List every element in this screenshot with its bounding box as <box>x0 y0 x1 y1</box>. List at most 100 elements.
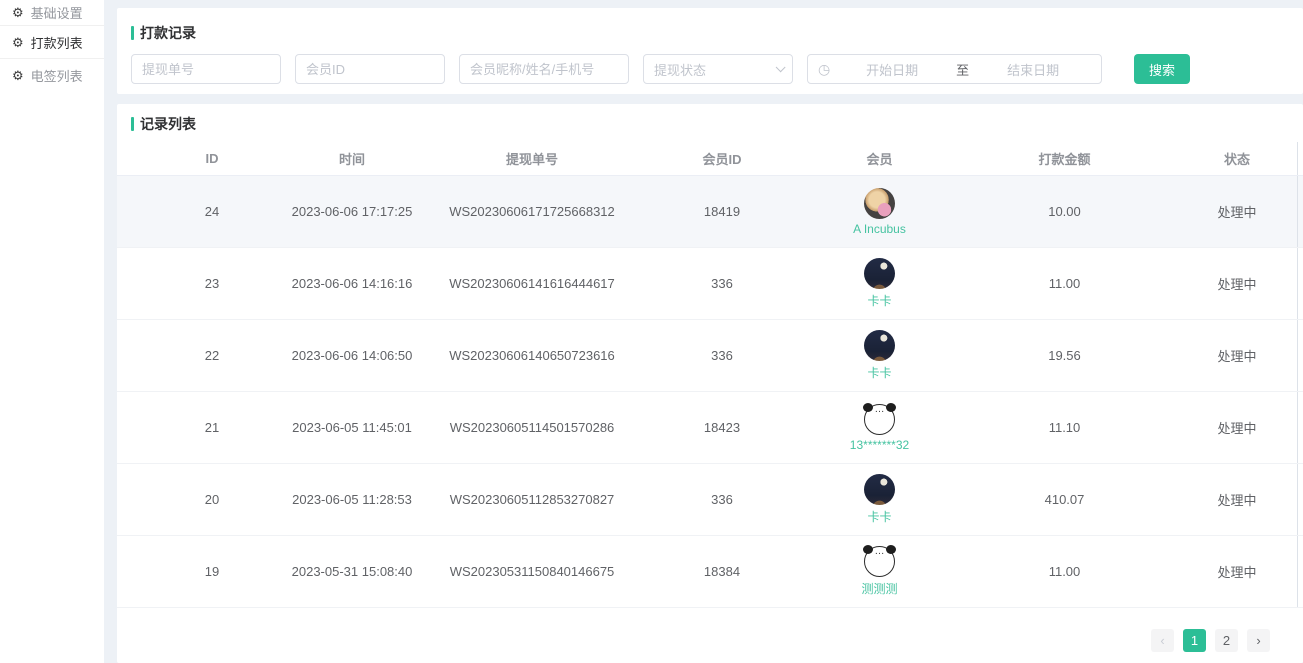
pagination-page-button[interactable]: 2 <box>1215 629 1238 652</box>
cutoff-column <box>1297 176 1303 247</box>
member-info-input[interactable] <box>459 54 629 84</box>
member-avatar <box>864 474 895 505</box>
cell-amount: 11.00 <box>1048 564 1081 579</box>
member-name-link[interactable]: 卡卡 <box>867 510 892 524</box>
member-cell: 卡卡 <box>807 464 952 535</box>
date-range-picker[interactable]: ◷ 开始日期 至 结束日期 <box>807 54 1102 84</box>
sidebar-item-label: 打款列表 <box>30 35 83 51</box>
member-name-link[interactable]: 测测测 <box>861 582 898 596</box>
sidebar: ⚙ 基础设置 ⚙ 打款列表 ⚙ 电签列表 <box>0 0 104 663</box>
cell-order-no: WS20230606141616444617 <box>449 276 615 291</box>
cutoff-column <box>1297 248 1303 319</box>
member-cell: A Incubus <box>807 176 952 247</box>
cell-amount: 10.00 <box>1048 204 1081 219</box>
pagination-prev-button[interactable]: ‹ <box>1151 629 1174 652</box>
table-row: 24 2023-06-06 17:17:25 WS20230606171725668… <box>117 176 1303 248</box>
start-date-placeholder: 开始日期 <box>866 62 919 78</box>
column-header: 提现单号 <box>505 152 558 167</box>
chevron-down-icon <box>775 61 786 72</box>
cell-member-id: 18384 <box>703 564 741 579</box>
cell-order-no: WS20230606140650723616 <box>449 348 615 363</box>
pagination: ‹ 1 2 › <box>117 629 1270 652</box>
record-list-card: 记录列表 ID 时间 提现单号 会员ID 会员 打款金额 状态 24 2023-06-06 1… <box>117 104 1303 663</box>
sidebar-item-basic-settings[interactable]: ⚙ 基础设置 <box>0 0 104 26</box>
member-avatar <box>864 258 895 289</box>
cell-status: 处理中 <box>1217 565 1257 580</box>
member-cell: 卡卡 <box>807 320 952 391</box>
cell-time: 2023-06-06 14:06:50 <box>291 348 413 363</box>
sidebar-item-payment-list[interactable]: ⚙ 打款列表 <box>0 26 104 59</box>
payment-records-card: 打款记录 提现状态 ◷ 开始日期 至 结束日期 搜索 <box>117 8 1303 94</box>
member-cell: 测测测 <box>807 536 952 607</box>
cell-order-no: WS20230531150840146675 <box>449 564 615 579</box>
column-header: ID <box>205 151 219 166</box>
list-title: 记录列表 <box>140 116 196 132</box>
end-date-placeholder: 结束日期 <box>1007 62 1060 78</box>
withdraw-order-no-input[interactable] <box>131 54 281 84</box>
cell-time: 2023-06-06 17:17:25 <box>291 204 413 219</box>
page-title: 打款记录 <box>140 25 196 41</box>
table-row: 20 2023-06-05 11:28:53 WS20230605112853270… <box>117 464 1303 536</box>
column-header: 会员 <box>866 152 893 167</box>
member-cell: 卡卡 <box>807 248 952 319</box>
cell-time: 2023-06-06 14:16:16 <box>291 276 413 291</box>
cell-status: 处理中 <box>1217 277 1257 292</box>
sidebar-item-label: 电签列表 <box>30 69 83 84</box>
cutoff-column <box>1297 392 1303 463</box>
cell-member-id: 18419 <box>703 204 741 219</box>
member-avatar <box>864 330 895 361</box>
cutoff-column <box>1297 142 1303 175</box>
cell-status: 处理中 <box>1217 421 1257 436</box>
cell-amount: 11.10 <box>1048 420 1081 435</box>
date-range-separator: 至 <box>956 62 970 78</box>
cell-amount: 19.56 <box>1048 348 1081 363</box>
clock-icon: ◷ <box>818 60 831 77</box>
cell-member-id: 18423 <box>703 420 741 435</box>
cell-time: 2023-05-31 15:08:40 <box>291 564 413 579</box>
title-accent-bar <box>131 117 134 131</box>
withdraw-status-select[interactable]: 提现状态 <box>643 54 793 84</box>
main-content: 打款记录 提现状态 ◷ 开始日期 至 结束日期 搜索 记录列表 ID 时间 提现单号 <box>117 0 1303 663</box>
cell-id: 20 <box>204 492 220 507</box>
cell-amount: 410.07 <box>1044 492 1085 507</box>
member-name-link[interactable]: 13*******32 <box>849 437 910 452</box>
cell-id: 22 <box>204 348 220 363</box>
search-button[interactable]: 搜索 <box>1134 54 1190 84</box>
cell-id: 23 <box>204 276 220 291</box>
table-header: ID 时间 提现单号 会员ID 会员 打款金额 状态 <box>117 142 1303 176</box>
cutoff-column <box>1297 464 1303 535</box>
title-accent-bar <box>131 26 134 40</box>
member-avatar <box>862 545 895 577</box>
table-row: 19 2023-05-31 15:08:40 WS20230531150840146… <box>117 536 1303 608</box>
column-header: 打款金额 <box>1038 152 1091 167</box>
cell-id: 24 <box>204 204 220 219</box>
pagination-next-button[interactable]: › <box>1247 629 1270 652</box>
section-title-record-list: 记录列表 <box>117 114 1303 134</box>
filter-row: 提现状态 ◷ 开始日期 至 结束日期 搜索 <box>131 54 1303 84</box>
gear-icon: ⚙ <box>12 34 24 50</box>
member-id-input[interactable] <box>295 54 445 84</box>
cell-amount: 11.00 <box>1048 276 1081 291</box>
pagination-page-button[interactable]: 1 <box>1183 629 1206 652</box>
sidebar-item-label: 基础设置 <box>30 6 83 21</box>
column-header: 状态 <box>1223 152 1250 167</box>
member-cell: 13*******32 <box>807 392 952 463</box>
member-name-link[interactable]: 卡卡 <box>867 366 892 380</box>
select-placeholder: 提现状态 <box>654 62 707 78</box>
cell-order-no: WS20230605112853270827 <box>449 492 615 507</box>
cell-member-id: 336 <box>711 348 733 363</box>
cell-order-no: WS20230606171725668312 <box>449 204 615 219</box>
cell-member-id: 336 <box>711 276 733 291</box>
member-name-link[interactable]: 卡卡 <box>867 294 892 308</box>
cell-status: 处理中 <box>1217 493 1257 508</box>
cutoff-column <box>1297 536 1303 607</box>
sidebar-item-esign-list[interactable]: ⚙ 电签列表 <box>0 59 104 92</box>
cell-status: 处理中 <box>1217 205 1257 220</box>
table-row: 21 2023-06-05 11:45:01 WS20230605114501570… <box>117 392 1303 464</box>
cell-time: 2023-06-05 11:28:53 <box>292 492 412 507</box>
cell-time: 2023-06-05 11:45:01 <box>292 420 412 435</box>
member-avatar <box>862 402 895 435</box>
cell-status: 处理中 <box>1217 349 1257 364</box>
member-name-link[interactable]: A Incubus <box>853 221 906 236</box>
records-table: ID 时间 提现单号 会员ID 会员 打款金额 状态 24 2023-06-06 17:17:… <box>117 142 1303 608</box>
